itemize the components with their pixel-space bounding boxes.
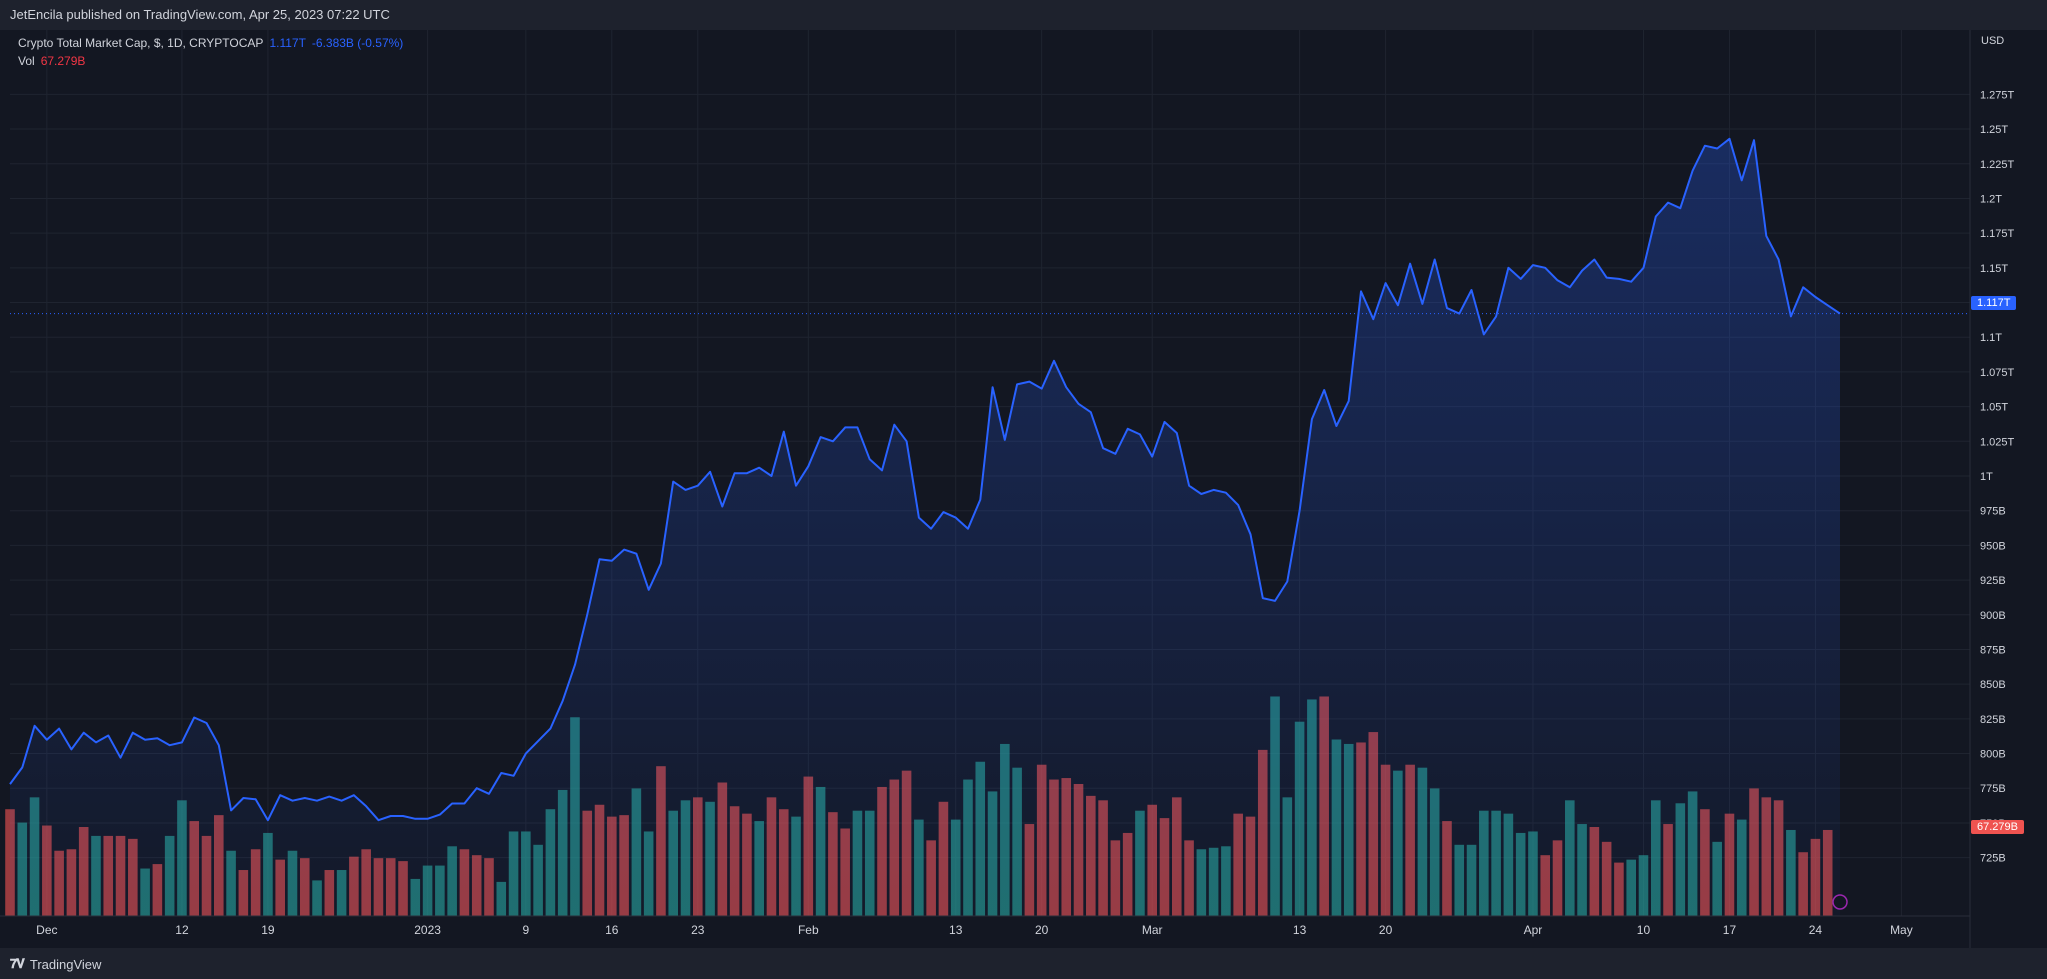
- price-tick-label: 975B: [1980, 506, 2006, 518]
- time-axis: Dec 12 19 2023 9 16 23 Feb 13 20 Mar 13 20 Apr 10 17 24 M…: [0, 894, 1970, 937]
- time-tick-label: 20: [1035, 923, 1049, 937]
- price-tick-label: 1.175T: [1980, 228, 2015, 240]
- price-tick-label: 900B: [1980, 610, 2006, 622]
- footer-bar: 𝟕𝐕 TradingView: [0, 948, 2047, 979]
- flash-icon: [1832, 894, 1848, 910]
- price-tick-label: 1.2T: [1980, 193, 2002, 205]
- legend-last: 1.117T: [269, 36, 306, 50]
- time-tick-label: 19: [261, 923, 275, 937]
- price-area-fill: [10, 138, 1840, 917]
- legend-change: -6.383B (-0.57%): [311, 36, 404, 50]
- time-tick-label: 12: [175, 923, 189, 937]
- chart-legend: Crypto Total Market Cap, $, 1D, CRYPTOCA…: [18, 34, 403, 70]
- price-tick-label: 1T: [1980, 471, 1993, 483]
- legend-symbol: Crypto Total Market Cap, $, 1D, CRYPTOCA…: [18, 36, 264, 50]
- publisher-text: JetEncila published on TradingView.com, …: [10, 7, 390, 22]
- price-tick-label: 775B: [1980, 783, 2006, 795]
- time-tick-label: 17: [1723, 923, 1737, 937]
- time-tick-label: May: [1890, 923, 1913, 937]
- publisher-bar: JetEncila published on TradingView.com, …: [0, 0, 2047, 30]
- time-tick-label: Feb: [798, 923, 819, 937]
- price-tick-label: 875B: [1980, 644, 2006, 656]
- time-tick-label: 13: [1293, 923, 1307, 937]
- price-tick-label: 1.15T: [1980, 263, 2008, 275]
- legend-vol-value: 67.279B: [40, 54, 86, 68]
- last-price-tag: 1.117T: [1971, 296, 2017, 310]
- price-chart[interactable]: 1.275T1.25T1.225T1.2T1.175T1.15T1.125T1.…: [0, 30, 2047, 948]
- time-tick-label: 23: [691, 923, 705, 937]
- time-tick-label: Apr: [1524, 923, 1543, 937]
- price-tick-label: 1.225T: [1980, 159, 2015, 171]
- time-tick-label: 24: [1809, 923, 1823, 937]
- price-tick-label: 1.075T: [1980, 367, 2015, 379]
- price-tick-label: 1.05T: [1980, 402, 2008, 414]
- time-tick-label: 13: [949, 923, 963, 937]
- price-tick-label: 1.1T: [1980, 332, 2002, 344]
- price-area: [9, 137, 1970, 917]
- price-tick-label: 950B: [1980, 540, 2006, 552]
- time-tick-label: Mar: [1142, 923, 1163, 937]
- legend-vol-row: Vol 67.279B: [18, 52, 403, 70]
- price-tick-label: 725B: [1980, 853, 2006, 865]
- price-axis: 1.275T1.25T1.225T1.2T1.175T1.15T1.125T1.…: [1969, 30, 2015, 948]
- currency-label: USD: [1981, 35, 2004, 47]
- tradingview-brand: TradingView: [29, 956, 102, 972]
- price-tick-label: 850B: [1980, 679, 2006, 691]
- time-tick-label: 9: [522, 923, 529, 937]
- time-tick-label: 10: [1637, 923, 1651, 937]
- chart-area[interactable]: 1.275T1.25T1.225T1.2T1.175T1.15T1.125T1.…: [0, 30, 2047, 948]
- price-tick-label: 925B: [1980, 575, 2006, 587]
- time-tick-label: 20: [1379, 923, 1393, 937]
- price-line: [9, 137, 1841, 822]
- price-tick-label: 1.25T: [1980, 124, 2008, 136]
- price-tick-label: 1.275T: [1980, 89, 2015, 101]
- price-tick-label: 800B: [1980, 749, 2006, 761]
- tradingview-mark-icon: 𝟕𝐕: [10, 956, 25, 971]
- time-tick-label: 16: [605, 923, 619, 937]
- time-tick-label: 2023: [414, 923, 441, 937]
- tradingview-logo[interactable]: 𝟕𝐕 TradingView: [10, 956, 101, 972]
- time-tick-label: Dec: [36, 923, 57, 937]
- price-tick-label: 825B: [1980, 714, 2006, 726]
- price-tick-label: 1.025T: [1980, 436, 2015, 448]
- last-volume-tag: 67.279B: [1971, 820, 2024, 834]
- legend-vol-label: Vol: [18, 54, 35, 68]
- legend-main-row: Crypto Total Market Cap, $, 1D, CRYPTOCA…: [18, 34, 403, 52]
